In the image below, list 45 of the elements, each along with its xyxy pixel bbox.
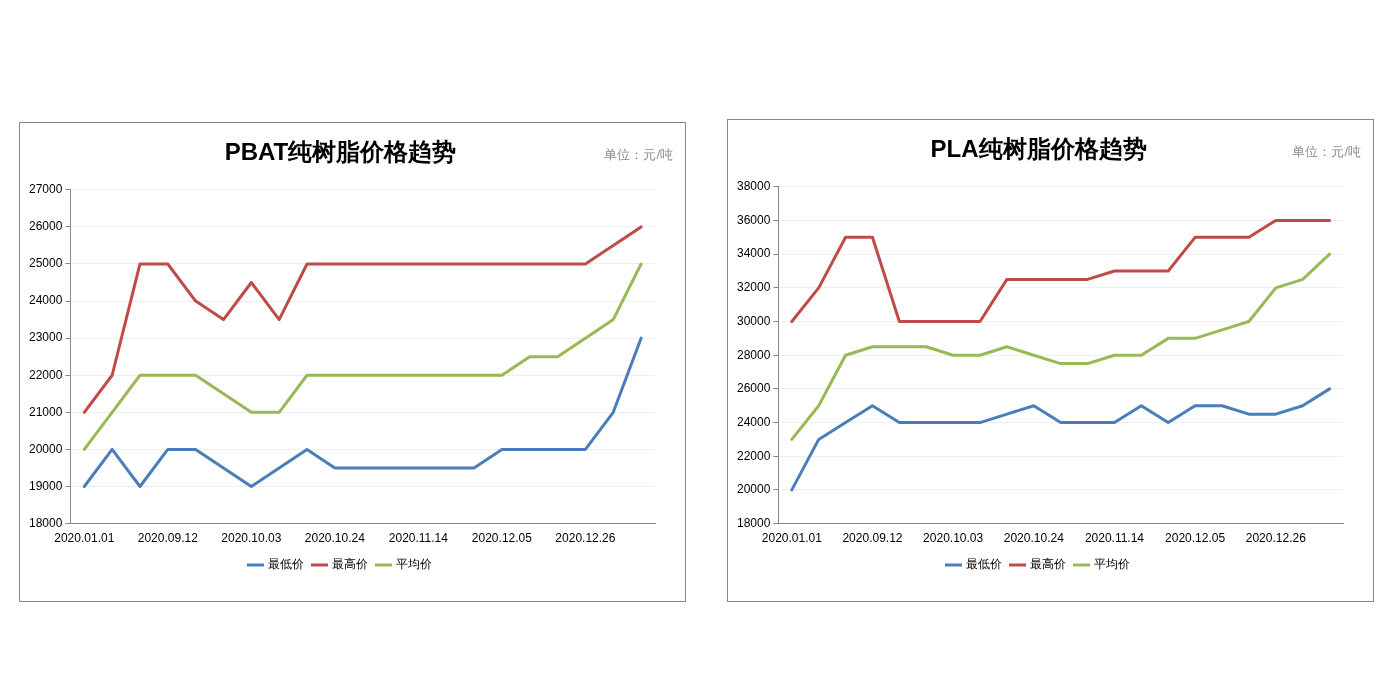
x-tick-label: 2020.12.05 — [471, 531, 533, 546]
x-tick-label: 2020.10.03 — [923, 531, 984, 546]
y-tick-label: 24000 — [736, 414, 771, 429]
y-tick-label: 22000 — [28, 367, 63, 382]
chart-title: PBAT纯树脂价格趋势 — [224, 138, 457, 166]
y-tick-label: 18000 — [28, 515, 63, 530]
x-tick-label: 2020.11.14 — [388, 531, 449, 546]
x-tick-label: 2020.01.01 — [54, 531, 115, 546]
y-tick-label: 32000 — [736, 280, 771, 295]
y-tick-label: 28000 — [736, 347, 771, 362]
x-tick-label: 2020.01.01 — [761, 531, 823, 546]
legend-label: 平均价 — [1093, 557, 1130, 572]
x-tick-label: 2020.10.03 — [221, 531, 282, 546]
y-tick-label: 34000 — [736, 246, 771, 261]
legend-label: 最低价 — [965, 557, 1002, 572]
y-tick-label: 25000 — [28, 256, 63, 271]
y-tick-label: 19000 — [28, 478, 63, 493]
x-tick-label: 2020.09.12 — [842, 531, 903, 546]
y-tick-label: 20000 — [28, 441, 63, 456]
x-tick-label: 2020.12.26 — [555, 531, 616, 546]
text: 单位：元/吨 — [1292, 143, 1361, 159]
y-tick-label: 36000 — [736, 212, 771, 227]
y-tick-label: 38000 — [736, 179, 771, 194]
y-tick-label: 22000 — [736, 448, 771, 463]
y-tick-label: 30000 — [736, 313, 771, 328]
x-tick-label: 2020.10.24 — [1003, 531, 1065, 546]
y-tick-label: 23000 — [28, 330, 63, 345]
chart-title: PLA纯树脂价格趋势 — [930, 135, 1147, 163]
y-tick-label: 26000 — [28, 219, 63, 234]
y-tick-label: 26000 — [736, 381, 771, 396]
legend-label: 最低价 — [267, 557, 304, 572]
x-tick-label: 2020.11.14 — [1084, 531, 1145, 546]
x-tick-label: 2020.10.24 — [304, 531, 366, 546]
x-tick-label: 2020.09.12 — [137, 531, 199, 546]
y-tick-label: 20000 — [736, 482, 771, 497]
y-tick-label: 21000 — [28, 404, 63, 419]
legend-label: 平均价 — [395, 557, 432, 572]
y-tick-label: 18000 — [736, 515, 771, 530]
legend-label: 最高价 — [1029, 557, 1066, 572]
x-tick-label: 2020.12.05 — [1165, 531, 1226, 546]
x-tick-label: 2020.12.26 — [1245, 531, 1307, 546]
y-tick-label: 24000 — [28, 293, 63, 308]
y-tick-label: 27000 — [28, 182, 63, 197]
text: 单位：元/吨 — [604, 146, 673, 162]
legend-label: 最高价 — [331, 557, 368, 572]
